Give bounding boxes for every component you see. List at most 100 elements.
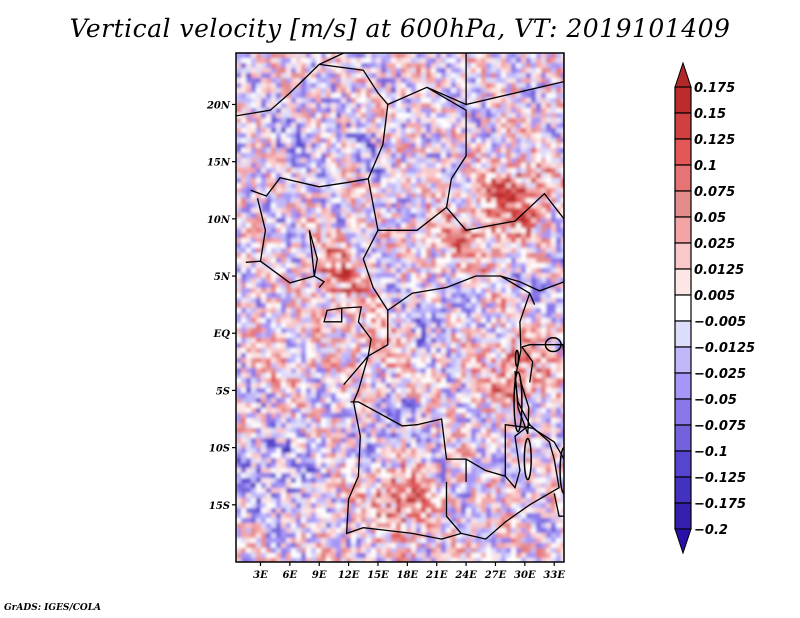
field-cell [446, 333, 452, 339]
field-cell [236, 418, 242, 424]
field-cell [276, 268, 282, 274]
field-cell [321, 413, 327, 419]
field-cell [351, 68, 357, 74]
field-cell [531, 403, 537, 409]
field-cell [476, 133, 482, 139]
field-cell [531, 83, 537, 89]
field-cell [396, 58, 402, 64]
field-cell [246, 148, 252, 154]
field-cell [496, 158, 502, 164]
field-cell [411, 303, 417, 309]
field-cell [441, 293, 447, 299]
field-cell [541, 68, 547, 74]
field-cell [326, 218, 332, 224]
field-cell [411, 113, 417, 119]
field-cell [531, 268, 537, 274]
field-cell [291, 298, 297, 304]
field-cell [426, 193, 432, 199]
field-cell [356, 243, 362, 249]
field-cell [371, 368, 377, 374]
field-cell [341, 428, 347, 434]
field-cell [276, 293, 282, 299]
field-cell [556, 368, 562, 374]
field-cell [501, 163, 507, 169]
field-cell [341, 398, 347, 404]
field-cell [256, 333, 262, 339]
field-cell [301, 123, 307, 129]
field-cell [426, 378, 432, 384]
field-cell [346, 103, 352, 109]
field-cell [331, 283, 337, 289]
field-cell [326, 348, 332, 354]
field-cell [251, 53, 257, 59]
field-cell [501, 323, 507, 329]
field-cell [401, 208, 407, 214]
field-cell [246, 338, 252, 344]
field-cell [501, 228, 507, 234]
field-cell [296, 423, 302, 429]
field-cell [536, 198, 542, 204]
field-cell [441, 93, 447, 99]
field-cell [401, 363, 407, 369]
field-cell [556, 243, 562, 249]
field-cell [531, 278, 537, 284]
field-cell [511, 203, 517, 209]
field-cell [361, 278, 367, 284]
field-cell [466, 133, 472, 139]
field-cell [251, 153, 257, 159]
field-cell [356, 158, 362, 164]
field-cell [371, 123, 377, 129]
field-cell [306, 93, 312, 99]
field-cell [411, 288, 417, 294]
field-cell [301, 153, 307, 159]
field-cell [411, 413, 417, 419]
chart-title: Vertical velocity [m/s] at 600hPa, VT: 2… [69, 14, 731, 43]
field-cell [286, 303, 292, 309]
field-cell [421, 388, 427, 394]
field-cell [436, 323, 442, 329]
field-cell [526, 368, 532, 374]
field-cell [291, 158, 297, 164]
field-cell [526, 123, 532, 129]
field-cell [326, 388, 332, 394]
field-cell [301, 128, 307, 134]
field-cell [491, 378, 497, 384]
field-cell [471, 88, 477, 94]
field-cell [501, 288, 507, 294]
field-cell [421, 238, 427, 244]
field-cell [546, 118, 552, 124]
field-cell [556, 263, 562, 269]
field-cell [521, 393, 527, 399]
field-cell [256, 123, 262, 129]
field-cell [541, 113, 547, 119]
field-cell [321, 93, 327, 99]
field-cell [251, 238, 257, 244]
field-cell [261, 368, 267, 374]
field-cell [306, 88, 312, 94]
field-cell [346, 188, 352, 194]
field-cell [426, 173, 432, 179]
field-cell [351, 363, 357, 369]
field-cell [406, 253, 412, 259]
field-cell [236, 288, 242, 294]
field-cell [256, 373, 262, 379]
field-cell [396, 278, 402, 284]
field-cell [266, 58, 272, 64]
field-cell [531, 398, 537, 404]
field-cell [511, 323, 517, 329]
field-cell [496, 208, 502, 214]
field-cell [236, 63, 242, 69]
field-cell [311, 318, 317, 324]
field-cell [476, 53, 482, 59]
field-cell [546, 393, 552, 399]
field-cell [241, 148, 247, 154]
field-cell [246, 298, 252, 304]
field-cell [556, 423, 562, 429]
field-cell [386, 83, 392, 89]
field-cell [471, 298, 477, 304]
field-cell [451, 178, 457, 184]
field-cell [476, 248, 482, 254]
field-cell [401, 233, 407, 239]
field-cell [311, 88, 317, 94]
field-cell [481, 298, 487, 304]
